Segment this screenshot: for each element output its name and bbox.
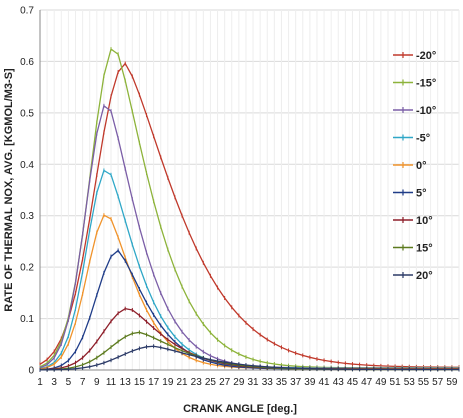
legend-entry: -15° (393, 78, 436, 90)
legend: -20° -15° -10° -5° 0° 5° 10° 15° 20° (393, 50, 436, 282)
x-axis-title: CRANK ANGLE [deg.] (183, 403, 297, 415)
x-tick-label: 29 (233, 377, 245, 388)
series-1 (39, 61, 460, 370)
legend-entry: -10° (393, 105, 436, 117)
x-tick-label: 7 (80, 377, 86, 388)
legend-entry: -5° (393, 133, 430, 145)
x-tick-label: 53 (404, 377, 416, 388)
x-tick-label: 31 (247, 377, 259, 388)
legend-entry: 10° (393, 215, 433, 227)
x-tick-label: 27 (219, 377, 231, 388)
legend-label: 10° (416, 215, 433, 227)
legend-label: -10° (416, 105, 436, 117)
x-tick-label: 21 (176, 377, 188, 388)
x-tick-labels: 1 3 5 7 9 11 13 15 17 19 21 23 25 27 29 31 33 35 37 39 41 43 4… (37, 377, 458, 388)
legend-label: -5° (416, 133, 430, 145)
x-tick-label: 17 (148, 377, 160, 388)
legend-entry: 20° (393, 270, 433, 282)
legend-label: 20° (416, 270, 433, 282)
x-tick-label: 3 (51, 377, 57, 388)
x-tick-label: 41 (319, 377, 331, 388)
series-line (39, 62, 460, 368)
legend-entry: 5° (393, 188, 427, 200)
x-tick-label: 13 (120, 377, 132, 388)
x-tick-label: 5 (66, 377, 72, 388)
y-tick-label: 0.4 (20, 160, 34, 171)
x-tick-label: 23 (191, 377, 203, 388)
x-tick-label: 59 (446, 377, 458, 388)
x-tick-label: 47 (361, 377, 373, 388)
legend-label: 15° (416, 243, 433, 255)
legend-label: -15° (416, 78, 436, 90)
x-tick-label: 35 (276, 377, 288, 388)
x-tick-label: 43 (333, 377, 345, 388)
series-line (39, 345, 459, 371)
x-tick-label: 57 (432, 377, 444, 388)
y-tick-label: 0 (28, 366, 34, 377)
x-tick-label: 19 (162, 377, 174, 388)
y-tick-label: 0.7 (20, 6, 34, 17)
x-tick-label: 45 (347, 377, 359, 388)
legend-entry: 15° (393, 243, 433, 255)
series-lines (39, 47, 460, 372)
x-tick-label: 51 (390, 377, 402, 388)
y-tick-labels: 0 0.1 0.2 0.3 0.4 0.5 0.6 0.7 (20, 6, 34, 377)
y-tick-label: 0.3 (20, 211, 34, 222)
series-9 (39, 344, 460, 372)
y-tick-label: 0.6 (20, 57, 34, 68)
y-tick-label: 0.5 (20, 108, 34, 119)
legend-label: -20° (416, 50, 436, 62)
x-tick-label: 33 (262, 377, 274, 388)
x-tick-label: 11 (106, 377, 117, 388)
y-tick-label: 0.2 (20, 263, 34, 274)
x-tick-label: 9 (94, 377, 100, 388)
legend-label: 0° (416, 160, 427, 172)
legend-entry: 0° (393, 160, 427, 172)
x-tick-label: 25 (205, 377, 217, 388)
x-tick-label: 55 (418, 377, 430, 388)
legend-entry: -20° (393, 50, 436, 62)
legend-label: 5° (416, 188, 427, 200)
x-tick-label: 1 (37, 377, 43, 388)
y-axis-title: RATE OF THERMAL NOX, AVG. [KGMOL/M3-S] (3, 68, 15, 312)
y-tick-label: 0.1 (20, 314, 34, 325)
x-tick-label: 49 (375, 377, 387, 388)
x-tick-label: 39 (304, 377, 316, 388)
x-tick-label: 37 (290, 377, 302, 388)
x-tick-label: 15 (134, 377, 146, 388)
